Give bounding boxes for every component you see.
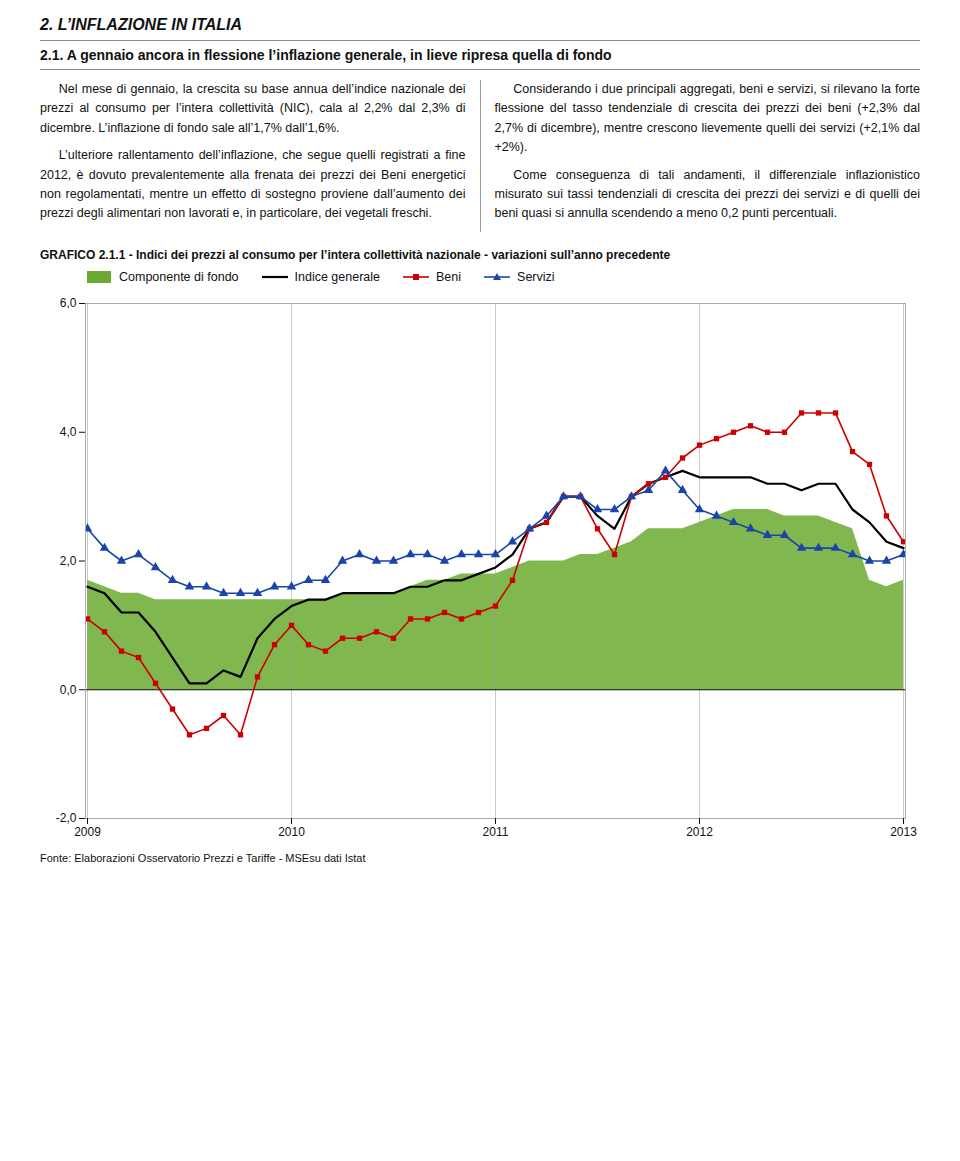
html-text:Beni: Beni	[436, 269, 461, 284]
svg-text:0,0: 0,0	[60, 682, 77, 696]
svg-text:4,0: 4,0	[60, 425, 77, 439]
html-text:Considerando i due principali: Considerando i due principali aggregati,…	[494, 82, 920, 155]
html-text:Componente di fondo: Componente di fondo	[119, 269, 239, 284]
svg-text:6,0: 6,0	[60, 296, 77, 310]
html-text:GRAFICO 2.1.1 - Indici dei pre: GRAFICO 2.1.1 - Indici dei prezzi al con…	[40, 247, 671, 262]
svg-text:2012: 2012	[686, 825, 713, 839]
svg-text:2011: 2011	[483, 825, 509, 839]
svg-text:2013: 2013	[890, 825, 917, 839]
html-text:2.1. A gennaio ancora in fless: 2.1. A gennaio ancora in flessione l’inf…	[40, 47, 612, 63]
svg-text:2009: 2009	[74, 825, 101, 839]
html-text:Fonte: Elaborazioni Osservator: Fonte: Elaborazioni Osservatorio Prezzi …	[40, 851, 366, 864]
svg-text:2,0: 2,0	[60, 553, 77, 567]
html-text:Indice generale: Indice generale	[294, 269, 380, 284]
html-text:Come conseguenza di tali andam: Come conseguenza di tali andamenti, il d…	[494, 167, 920, 221]
html-text:2. L’INFLAZIONE IN ITALIA: 2. L’INFLAZIONE IN ITALIA	[40, 16, 243, 33]
svg-text:2010: 2010	[278, 825, 305, 839]
svg-text:-2,0: -2,0	[56, 811, 77, 825]
html-text:L’ulteriore rallentamento dell: L’ulteriore rallentamento dell’inflazion…	[40, 148, 466, 221]
html-text:Servizi: Servizi	[517, 269, 555, 284]
html-text:Nel mese di gennaio, la cresci: Nel mese di gennaio, la crescita su base…	[40, 82, 466, 135]
